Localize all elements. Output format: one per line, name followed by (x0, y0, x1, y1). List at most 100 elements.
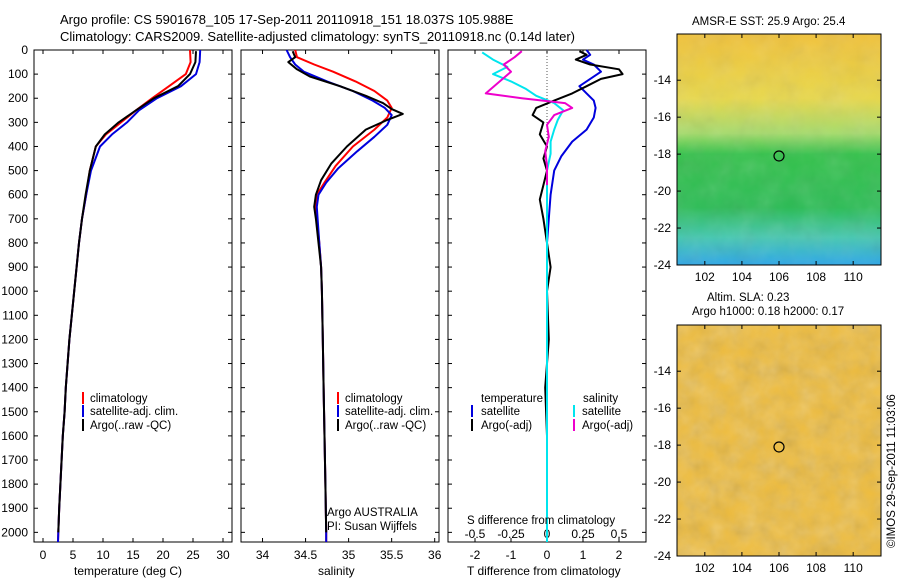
depth-tick-label: 1000 (1, 284, 28, 298)
legend-label-climatology: climatology (90, 393, 148, 405)
x-tick-label: 15 (126, 548, 140, 562)
series-line-s-satellite (481, 51, 565, 542)
series-line-satellite-adj-clim- (285, 49, 393, 542)
difference-x-axis: -2 -1 0 1 2-0.5 -0.25 0 0.25 0.5 (465, 50, 628, 562)
map-y-tick-label: -24 (654, 549, 672, 563)
sla-map-title-line1: Altim. SLA: 0.23 (707, 292, 789, 304)
map-x-tick-label: 104 (732, 561, 752, 575)
argo-center-label: Argo AUSTRALIA (327, 507, 418, 519)
map-x-tick-label: 108 (806, 270, 826, 284)
depth-tick-label: 400 (8, 139, 28, 153)
difference-xlabel-t: T difference from climatology (467, 564, 621, 578)
map-x-tick-label: 102 (695, 270, 715, 284)
depth-tick-label: 1200 (1, 332, 28, 346)
map-y-tick-label: -14 (654, 73, 672, 87)
salinity-profiles (285, 49, 404, 542)
map-y-tick-label: -20 (654, 475, 672, 489)
depth-tick-label: 500 (8, 164, 28, 178)
sst-map-texture (677, 34, 881, 265)
map-x-tick-label: 104 (732, 270, 752, 284)
figure-title-line1: Argo profile: CS 5901678_105 17-Sep-2011… (60, 12, 514, 27)
sst-map-axes: 102 104 106 108 110 -14 -16 -18 -20 -22 -24 (654, 34, 881, 284)
depth-tick-label: 300 (8, 115, 28, 129)
x-tick-label-top: -0.25 (497, 527, 525, 541)
depth-tick-label: 100 (8, 67, 28, 81)
x-tick-label: 5 (70, 548, 77, 562)
temperature-xlabel: temperature (deg C) (74, 564, 182, 578)
temperature-profiles (57, 49, 202, 543)
legend-label-s-argo: Argo(-adj) (582, 420, 633, 432)
depth-tick-label: 1700 (1, 453, 28, 467)
depth-tick-label: 1300 (1, 357, 28, 371)
legend-label-satellite-adj: satellite-adj. clim. (90, 406, 178, 418)
map-y-tick-label: -18 (654, 147, 672, 161)
sla-map-title-line2: Argo h1000: 0.18 h2000: 0.17 (692, 306, 844, 318)
depth-tick-label: 1100 (2, 308, 28, 322)
legend-label-argo: Argo(..raw -QC) (345, 420, 426, 432)
depth-tick-label: 800 (8, 236, 28, 250)
temperature-panel-frame (33, 49, 233, 543)
map-y-tick-label: -16 (654, 401, 672, 415)
series-line-argo-raw-qc- (287, 50, 404, 533)
legend-heading-temperature: temperature (481, 393, 543, 405)
salinity-x-axis: 34 34.5 35 35.5 36 (256, 50, 442, 562)
difference-profiles (481, 49, 624, 542)
map-y-tick-label: -14 (654, 364, 672, 378)
series-line-satellite-adj-clim- (57, 49, 202, 543)
map-y-tick-label: -16 (654, 110, 672, 124)
map-x-tick-label: 110 (844, 561, 863, 575)
map-y-tick-label: -18 (654, 438, 672, 452)
series-line-t-satellite (546, 49, 602, 542)
legend-heading-salinity: salinity (583, 393, 618, 405)
depth-tick-label: 1800 (1, 477, 28, 491)
x-tick-label-top: 0.25 (571, 527, 595, 541)
salinity-panel-frame (240, 49, 440, 543)
salinity-xlabel: salinity (318, 564, 355, 578)
difference-xlabel-s: S difference from climatology (467, 515, 615, 527)
map-x-tick-label: 108 (806, 561, 826, 575)
legend-label-argo: Argo(..raw -QC) (90, 420, 171, 432)
x-tick-label: 0 (40, 548, 47, 562)
sst-map-title: AMSR-E SST: 25.9 Argo: 25.4 (692, 16, 846, 28)
pi-label: PI: Susan Wijffels (327, 521, 417, 533)
depth-tick-label: 0 (21, 43, 28, 57)
depth-axis: 0 100 200 300 400 500 600 700 800 900 1000 1100 1200… (1, 43, 646, 539)
series-line-argo-raw-qc- (57, 51, 197, 533)
depth-tick-label: 1900 (1, 501, 28, 515)
legend-label-t-satellite: satellite (481, 406, 520, 418)
depth-tick-label: 200 (8, 91, 28, 105)
x-tick-label: 20 (156, 548, 170, 562)
x-tick-label: 1 (580, 548, 587, 562)
temperature-x-axis: 0 5 10 15 20 25 30 (40, 50, 230, 562)
depth-tick-label: 600 (8, 188, 28, 202)
legend-label-s-satellite: satellite (582, 406, 621, 418)
depth-tick-label: 700 (8, 212, 28, 226)
salinity-legend: climatology satellite-adj. clim. Argo(..… (327, 392, 433, 533)
x-tick-label-top: 0.5 (611, 527, 628, 541)
sla-map-axes: 102 104 106 108 110 -14 -16 -18 -20 -22 -24 (654, 325, 881, 575)
depth-tick-label: 1400 (1, 381, 28, 395)
sst-map (677, 34, 881, 265)
x-tick-label: 25 (186, 548, 200, 562)
legend-label-t-argo: Argo(-adj) (481, 420, 532, 432)
argo-location-marker (773, 441, 785, 453)
sla-map (677, 325, 881, 556)
x-tick-label: -2 (470, 548, 481, 562)
map-y-tick-label: -22 (654, 221, 672, 235)
map-x-tick-label: 110 (844, 270, 863, 284)
x-tick-label: 10 (96, 548, 110, 562)
sla-map-texture (677, 325, 881, 556)
figure-title-line2: Climatology: CARS2009. Satellite-adjuste… (60, 29, 575, 44)
x-tick-label: 30 (216, 548, 230, 562)
map-y-tick-label: -22 (654, 512, 672, 526)
map-y-tick-label: -24 (654, 258, 672, 272)
depth-tick-label: 900 (8, 260, 28, 274)
depth-tick-label: 2000 (1, 525, 28, 539)
map-x-tick-label: 106 (769, 561, 789, 575)
imos-stamp: ©IMOS 29-Sep-2011 11:03:06 (886, 394, 898, 548)
depth-tick-label: 1500 (1, 405, 28, 419)
map-x-tick-label: 102 (695, 561, 715, 575)
x-tick-label: -1 (506, 548, 517, 562)
x-tick-label: 0 (544, 548, 551, 562)
